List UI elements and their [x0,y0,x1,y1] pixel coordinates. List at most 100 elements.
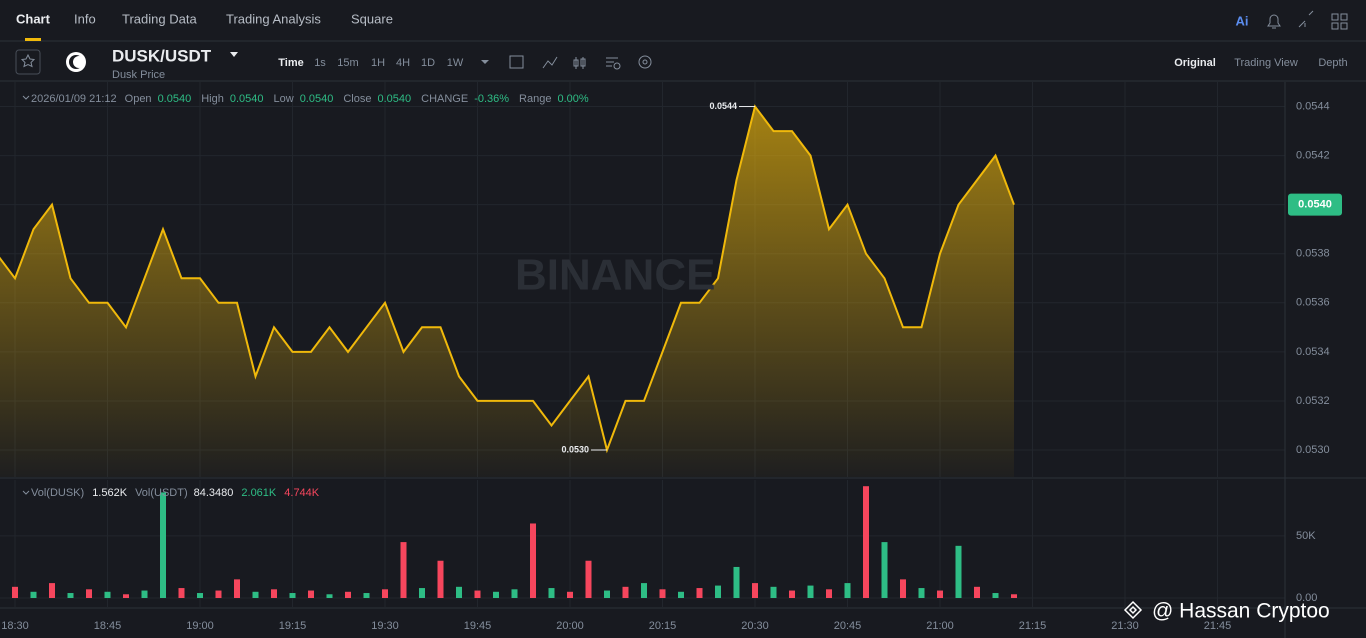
interval-button[interactable]: Time [278,57,303,69]
volume-bar [215,590,222,598]
volume-bar [363,593,370,598]
x-tick-label: 18:30 [1,620,29,632]
pair-name[interactable]: DUSK/USDT [112,46,212,65]
volume-bar [807,585,814,598]
watermark: BINANCE [515,251,715,300]
volume-bar [234,579,240,598]
ohlc-date: 2026/01/09 21:12 [31,93,117,105]
x-tick-label: 19:00 [186,620,214,632]
x-tick-label: 19:45 [464,620,492,632]
volume-bar [197,593,203,598]
view-button[interactable]: Original [1174,57,1216,69]
ai-button[interactable]: Ai [1236,13,1249,28]
nav-tab[interactable]: Square [351,11,393,26]
x-tick-label: 20:45 [834,620,862,632]
star-icon [20,53,36,68]
view-button[interactable]: Trading View [1234,57,1298,69]
vol-value: 84.3480 [194,487,234,499]
bell-icon[interactable] [1267,14,1281,29]
ohlc-label: Open [125,93,152,105]
interval-button[interactable]: 4H [396,57,410,69]
volume-bar [567,591,573,598]
y-tick-label: 0.0544 [1296,100,1330,112]
x-tick-label: 20:30 [741,620,769,632]
ohlc-value: 0.00% [557,93,588,105]
credit-logo [1123,600,1143,620]
volume-bar [382,589,388,598]
volume-bar [770,586,777,598]
x-tick-label: 21:30 [1111,620,1139,632]
y-tick-label: 0.0542 [1296,150,1330,162]
vol-value: 1.562K [92,487,128,499]
vol-value: 2.061K [241,487,277,499]
volume-bar [419,588,425,598]
volume-bar [641,583,647,598]
volume-bar [696,588,703,598]
volume-bar [752,583,758,598]
toolbar-icons[interactable] [509,55,652,70]
volume-bar [271,589,277,598]
volume-bar [937,590,943,598]
volume-bar [955,545,962,598]
x-tick-label: 19:30 [371,620,399,632]
volume-bar [1011,594,1017,598]
volume-bar [678,591,684,598]
interval-button[interactable]: 15m [337,57,358,69]
collapse-icon[interactable] [1298,10,1314,28]
favorite-button[interactable] [15,49,41,75]
pair-subtitle[interactable]: Dusk Price [112,69,165,81]
ohlc-value: 0.0540 [300,93,334,105]
price-pane [0,82,1285,477]
nav-tab[interactable]: Trading Data [122,11,197,26]
interval-button[interactable]: 1W [447,57,464,69]
volume-bar [733,566,740,598]
y-tick-label: 0.0534 [1296,346,1330,358]
annotation-label: 0.0544 [709,101,737,111]
y-tick-label: 0.00 [1296,592,1317,604]
volume-bar [345,591,351,598]
x-tick-label: 20:15 [649,620,677,632]
layout-icon[interactable] [1331,13,1348,30]
collapse-chevron[interactable] [22,95,30,495]
x-tick-label: 21:15 [1019,620,1047,632]
pair-dropdown[interactable] [230,52,238,57]
volume-bar [659,589,666,598]
active-tab-indicator [25,38,41,41]
volume-bar [86,589,92,598]
volume-bar [918,588,925,598]
credit: @ Hassan Cryptoo [1152,600,1330,623]
volume-bar [604,590,610,598]
volume-bar [844,583,851,598]
ohlc-label: Close [343,93,371,105]
volume-bar [826,589,832,598]
coin-logo-mark [73,56,85,68]
volume-bar [67,593,74,598]
interval-dropdown[interactable] [481,60,489,64]
nav-tab[interactable]: Trading Analysis [226,11,321,26]
ohlc-label: High [201,93,224,105]
ohlc-value: 0.0540 [377,93,411,105]
volume-bar [585,560,592,598]
y-tick-label: 0.0536 [1296,297,1330,309]
x-tick-label: 18:45 [94,620,122,632]
volume-bar [974,586,980,598]
view-button[interactable]: Depth [1318,57,1347,69]
volume-bar [456,586,462,598]
interval-button[interactable]: 1H [371,57,385,69]
x-tick-label: 21:00 [926,620,954,632]
volume-bar [104,591,111,598]
volume-bar [308,590,314,598]
interval-button[interactable]: 1D [421,57,435,69]
annotation-label: 0.0530 [561,444,589,454]
nav-tab[interactable]: Info [74,11,96,26]
ohlc-label: CHANGE [421,93,468,105]
interval-button[interactable]: 1s [314,57,326,69]
vol-value: 4.744K [284,487,320,499]
volume-bar [530,523,536,598]
y-tick-label: 0.0538 [1296,248,1330,260]
nav-tab[interactable]: Chart [16,11,51,26]
y-tick-label: 0.0532 [1296,395,1330,407]
ohlc-label: Low [274,93,294,105]
